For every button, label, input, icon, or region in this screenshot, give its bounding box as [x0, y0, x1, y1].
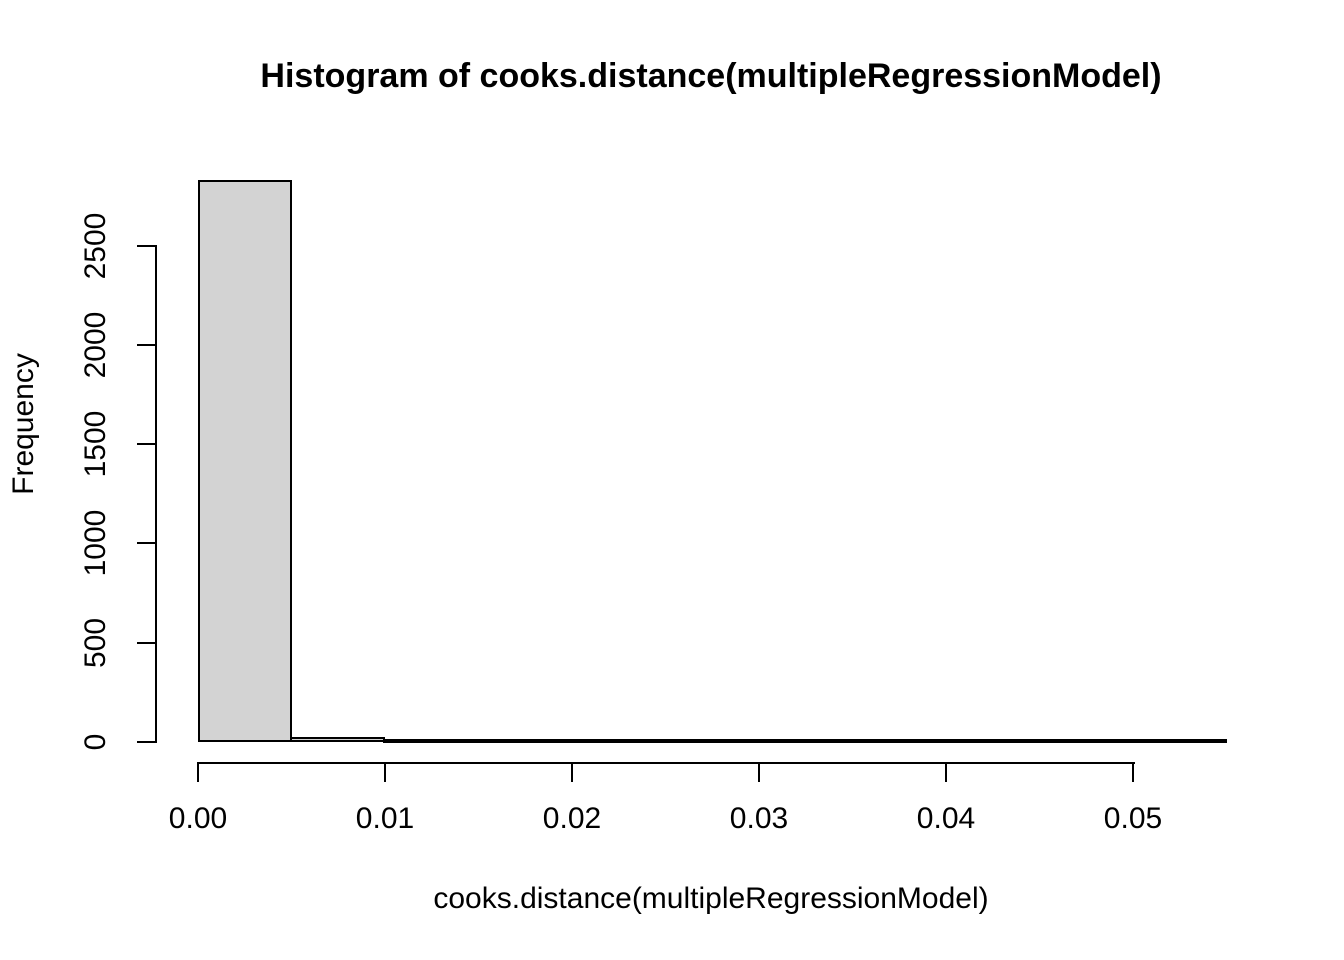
- y-tick-label: 500: [79, 617, 112, 668]
- x-tick-label: 0.05: [1103, 802, 1163, 835]
- y-tick-label: 2500: [79, 212, 112, 279]
- x-axis-line: [198, 762, 1135, 764]
- histogram-bar: [570, 739, 666, 743]
- chart-title: Histogram of cooks.distance(multipleRegr…: [260, 57, 1162, 95]
- histogram-bar: [476, 739, 572, 743]
- y-axis-line: [155, 245, 157, 743]
- y-tick-label: 1500: [79, 410, 112, 478]
- histogram-bar: [663, 739, 759, 743]
- histogram-bar: [1131, 739, 1227, 743]
- x-tick-label: 0.03: [729, 802, 789, 835]
- y-tick: [137, 443, 156, 446]
- histogram-bar: [289, 737, 385, 742]
- x-tick: [1132, 762, 1134, 782]
- y-axis-label: Frequency: [7, 353, 40, 495]
- histogram-bar: [850, 739, 946, 743]
- y-tick-label: 0: [79, 733, 112, 751]
- x-tick: [945, 762, 947, 782]
- x-tick: [197, 762, 199, 782]
- histogram-bar: [383, 739, 479, 743]
- x-axis-label: cooks.distance(multipleRegressionModel): [433, 882, 989, 915]
- x-tick: [384, 762, 386, 782]
- x-tick: [571, 762, 573, 782]
- y-tick-label: 1000: [79, 510, 112, 577]
- y-tick-label: 2000: [79, 311, 112, 379]
- histogram-bar: [198, 179, 292, 742]
- histogram-bar: [1037, 739, 1133, 743]
- x-tick-label: 0.02: [542, 802, 602, 835]
- x-tick-label: 0.00: [168, 802, 228, 835]
- y-tick: [137, 641, 156, 644]
- y-tick: [137, 343, 156, 346]
- x-tick-label: 0.01: [355, 802, 415, 835]
- y-tick: [137, 741, 156, 743]
- histogram-bar: [757, 739, 853, 743]
- y-tick: [137, 542, 156, 545]
- y-tick: [137, 244, 156, 247]
- histogram-bar: [944, 739, 1040, 743]
- x-tick: [758, 762, 760, 782]
- x-tick-label: 0.04: [916, 802, 976, 835]
